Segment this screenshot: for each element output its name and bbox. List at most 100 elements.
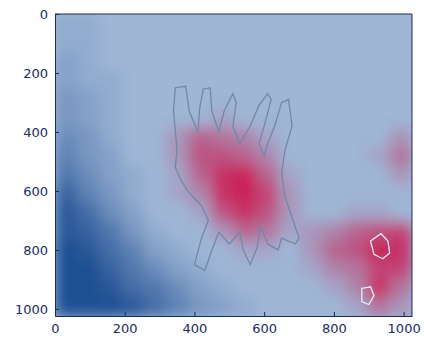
heat-cell — [278, 278, 301, 297]
y-tick: 800 — [23, 243, 59, 258]
heat-cell — [234, 52, 257, 71]
heat-cell — [345, 165, 368, 184]
heat-cell — [390, 127, 412, 146]
heat-cell — [345, 259, 368, 278]
heat-cell — [256, 278, 279, 297]
y-tick-label: 0 — [40, 7, 48, 22]
heat-cell — [390, 222, 412, 241]
heat-cell — [390, 278, 412, 297]
heat-cell — [390, 165, 412, 184]
heatmap — [55, 14, 412, 316]
heat-cell — [167, 278, 190, 297]
heat-cell — [367, 203, 390, 222]
heat-cell — [345, 90, 368, 109]
heat-cell — [256, 33, 279, 52]
heat-cell — [144, 184, 167, 203]
plot: 0200400600800100002004006008001000 — [15, 7, 421, 337]
heat-cell — [144, 33, 167, 52]
heat-cell — [167, 33, 190, 52]
plot-background — [55, 14, 412, 316]
heat-cell — [300, 52, 323, 71]
heat-cell — [345, 71, 368, 90]
heat-cell — [390, 146, 412, 165]
heat-cell — [300, 278, 323, 297]
heat-cell — [122, 203, 145, 222]
y-tick: 1000 — [15, 302, 59, 317]
contour — [362, 287, 374, 305]
heat-cell — [323, 297, 346, 316]
y-tick: 600 — [23, 184, 59, 199]
heat-cell — [323, 165, 346, 184]
frame-right — [412, 14, 413, 316]
heat-cell — [55, 52, 78, 71]
heat-cell — [100, 146, 123, 165]
heat-cell — [144, 71, 167, 90]
heat-cell — [122, 71, 145, 90]
heat-cell — [278, 71, 301, 90]
heat-cell — [390, 203, 412, 222]
heat-cell — [55, 165, 78, 184]
heat-cell — [256, 259, 279, 278]
heat-cell — [100, 33, 123, 52]
heat-cell — [323, 222, 346, 241]
heat-cell — [55, 241, 78, 260]
heat-cell — [100, 52, 123, 71]
heat-cell — [122, 222, 145, 241]
y-tick-mark — [55, 309, 59, 310]
y-tick-label: 600 — [23, 184, 48, 199]
heat-cell — [256, 297, 279, 316]
heat-cell — [390, 90, 412, 109]
heat-cell — [234, 278, 257, 297]
heat-cell — [122, 146, 145, 165]
heat-cell — [323, 127, 346, 146]
heat-cell — [144, 165, 167, 184]
heat-cell — [211, 71, 234, 90]
heat-cell — [211, 33, 234, 52]
heat-cell — [167, 127, 190, 146]
heat-cell — [144, 90, 167, 109]
heat-cell — [77, 90, 100, 109]
heat-cell — [278, 52, 301, 71]
heat-cell — [390, 14, 412, 33]
heat-cell — [122, 259, 145, 278]
heat-cell — [390, 259, 412, 278]
heat-cell — [167, 146, 190, 165]
heat-cell — [367, 71, 390, 90]
heat-cell — [189, 52, 212, 71]
x-tick-label: 600 — [252, 321, 277, 336]
heat-cell — [77, 222, 100, 241]
heat-cell — [345, 52, 368, 71]
y-tick-label: 400 — [23, 125, 48, 140]
heat-cell — [345, 146, 368, 165]
heat-cell — [144, 203, 167, 222]
heat-cell — [323, 146, 346, 165]
heat-cell — [144, 146, 167, 165]
heat-cell — [367, 184, 390, 203]
contour — [174, 86, 300, 270]
heat-cell — [234, 33, 257, 52]
x-tick-label: 200 — [113, 321, 138, 336]
heat-cell — [77, 297, 100, 316]
heat-cell — [367, 127, 390, 146]
heat-cell — [367, 259, 390, 278]
y-tick-mark — [55, 132, 59, 133]
heat-cell — [189, 278, 212, 297]
heat-cell — [55, 33, 78, 52]
heat-cell — [77, 14, 100, 33]
heat-cell — [390, 241, 412, 260]
heat-cell — [167, 259, 190, 278]
heat-cell — [167, 52, 190, 71]
heat-cell — [300, 241, 323, 260]
heat-cell — [100, 127, 123, 146]
heat-cell — [211, 52, 234, 71]
heat-cell — [278, 297, 301, 316]
heat-cell — [300, 184, 323, 203]
heat-cell — [300, 14, 323, 33]
heat-cell — [234, 259, 257, 278]
x-tick: 600 — [252, 312, 277, 336]
heat-cell — [323, 14, 346, 33]
heat-cell — [256, 184, 279, 203]
heat-cell — [189, 71, 212, 90]
heat-cell — [345, 241, 368, 260]
heat-cell — [122, 33, 145, 52]
